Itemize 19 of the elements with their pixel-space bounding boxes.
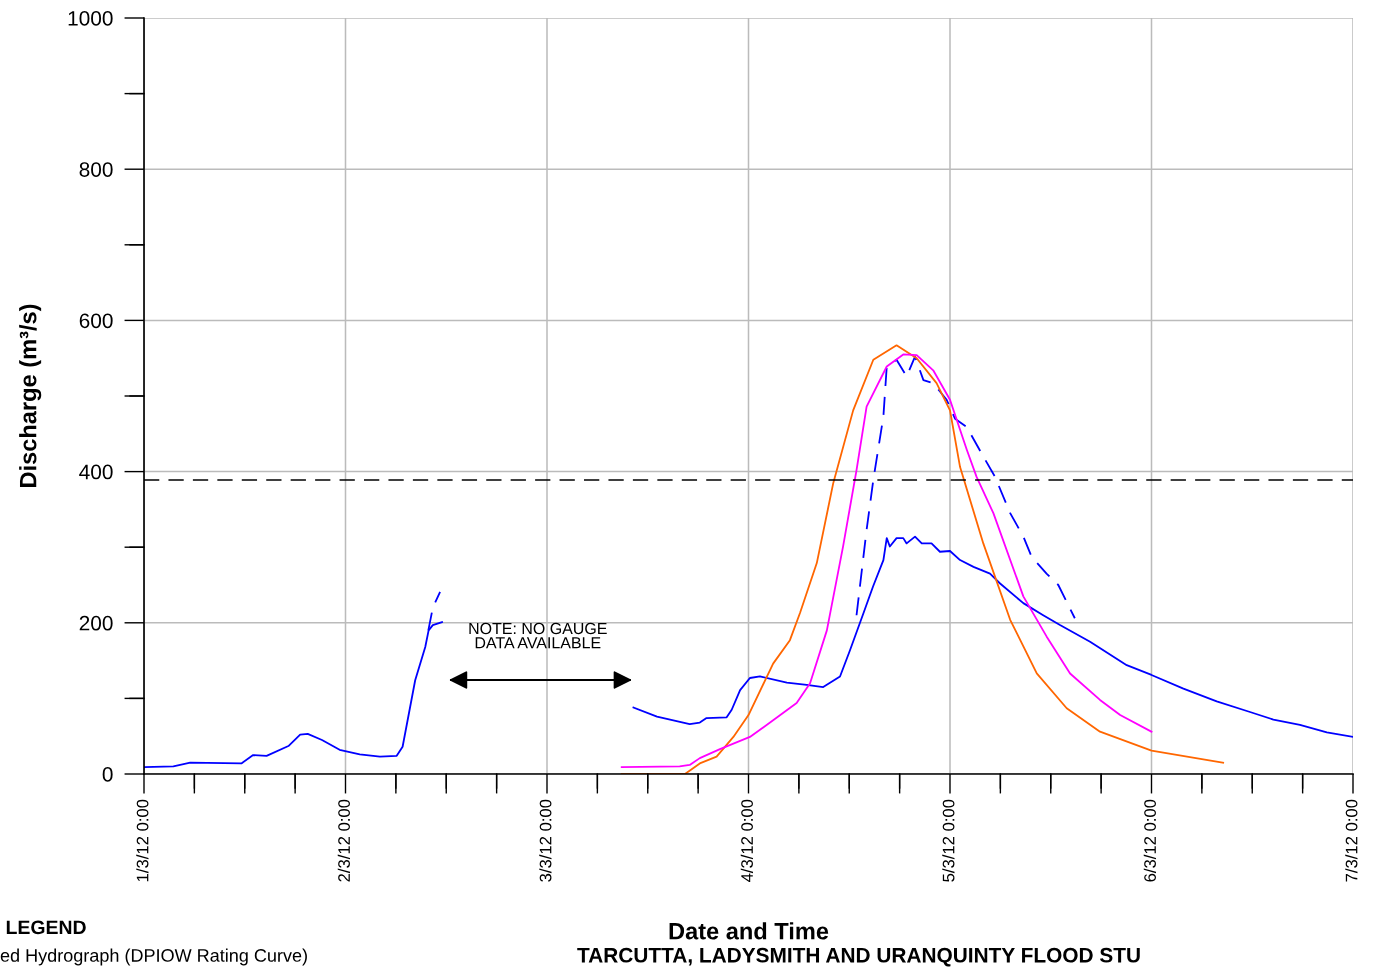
- y-tick-label: 0: [102, 767, 113, 782]
- y-tick-label: 600: [79, 313, 113, 329]
- y-axis-title: Discharge (m³/s): [19, 304, 42, 487]
- x-tick-label: 4/3/12 0:00: [740, 799, 753, 883]
- y-tick-label: 1000: [68, 11, 113, 26]
- y-tick-label: 400: [79, 464, 113, 480]
- x-tick-label: 1/3/12 0:00: [136, 799, 149, 882]
- x-tick-label: 6/3/12 0:00: [1143, 799, 1156, 882]
- text: LEGEND: [6, 920, 86, 935]
- y-tick-label: 200: [79, 615, 113, 631]
- x-tick-label: 2/3/12 0:00: [337, 799, 350, 882]
- text: ed Hydrograph (DPIOW Rating Curve): [0, 948, 307, 966]
- x-tick-label: 5/3/12 0:00: [942, 799, 955, 882]
- y-tick-label: 800: [79, 162, 113, 177]
- x-tick-label: 7/3/12 0:00: [1345, 799, 1358, 882]
- x-tick-label: 3/3/12 0:00: [539, 799, 552, 882]
- annotation: NOTE: NO GAUGE DATA AVAILABLE: [469, 622, 607, 649]
- x-axis-title: Date and Time: [669, 922, 829, 940]
- text: TARCUTTA, LADYSMITH AND URANQUINTY FLOOD STU: [577, 947, 1140, 967]
